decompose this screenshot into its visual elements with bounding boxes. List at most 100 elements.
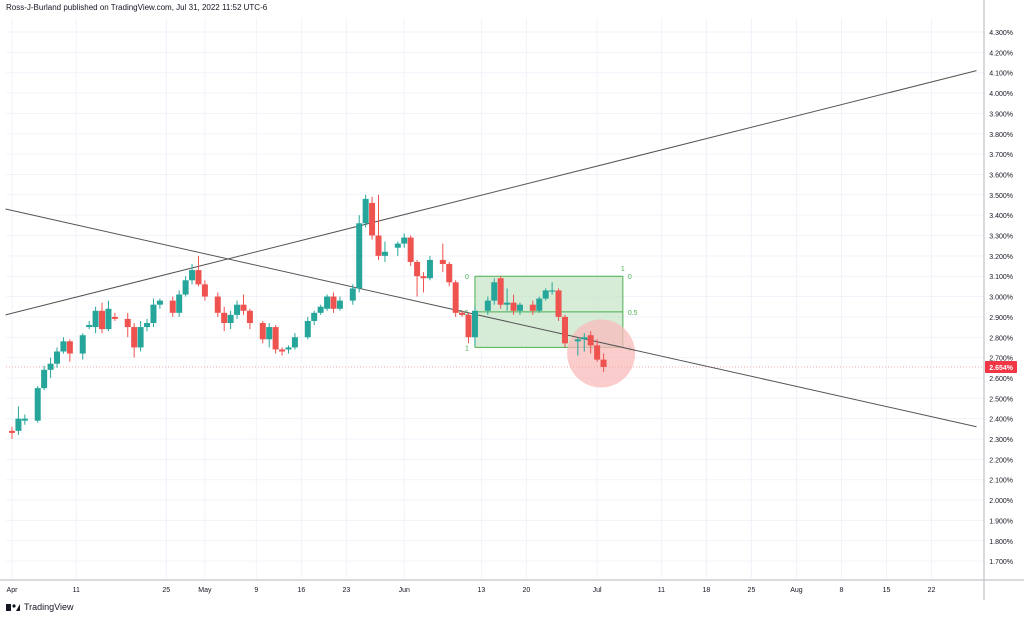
candle-body [510,302,517,311]
y-tick-label: 3.600% [989,172,1013,179]
candle-up [15,406,22,435]
candles [9,194,607,439]
candle-down [99,302,106,334]
candle-body [555,290,562,317]
candle-down [131,323,138,358]
x-tick-label: 8 [840,587,844,594]
candle-body [41,369,48,389]
y-tick-label: 2.800% [989,335,1013,342]
y-tick-label: 1.800% [989,539,1013,546]
candle-down [279,347,286,356]
candle-body [86,325,93,328]
candle-up [362,194,369,228]
x-tick-label: 25 [748,587,756,594]
candle-down [111,312,118,321]
candle-up [504,288,511,311]
x-tick-label: 11 [73,587,80,594]
candle-down [124,312,131,338]
candle-body [336,300,343,309]
candle-body [240,304,247,311]
y-tick-label: 3.800% [989,132,1013,139]
candle-up [401,233,408,248]
candle-body [465,314,472,338]
y-tick-label: 3.400% [989,213,1013,220]
candle-up [176,290,183,317]
candle-body [176,294,183,313]
candle-body [587,335,594,346]
last-price-tag: 2.654% [989,365,1014,372]
x-tick-label: Apr [7,587,19,594]
candle-body [169,300,176,313]
y-tick-label: 2.700% [989,356,1013,363]
y-tick-label: 4.300% [989,30,1013,37]
candle-body [414,261,421,277]
x-tick-label: Jul [593,587,602,594]
x-axis: Apr 11 25 May 9 16 23 Jun 13 20 Jul 11 18 25 Aug 8 15 22 [7,587,936,594]
candle-body [111,316,118,319]
x-tick-label: 11 [658,587,665,594]
candle-up [311,310,318,326]
candle-down [459,310,466,317]
candle-down [414,259,421,297]
candle-body [234,304,241,315]
candle-body [60,341,67,352]
tradingview-logo-text: TradingView [24,602,74,612]
candle-up [189,263,196,285]
fib-label-right-top: 1 [621,266,625,273]
candle-body [594,345,601,360]
candle-body [439,259,446,264]
tradingview-logo[interactable]: TradingView [6,601,74,613]
x-tick-label: 23 [342,587,350,594]
candle-body [375,235,382,256]
y-tick-label: 3.500% [989,193,1013,200]
fib-label-right-mid: 0.5 [628,310,638,317]
candle-body [349,288,356,301]
candle-down [587,331,594,354]
candle-body [600,359,607,367]
candle-body [426,259,433,279]
y-tick-label: 2.200% [989,457,1013,464]
candle-up [484,296,491,315]
candle-body [137,327,144,348]
trendline-lower [5,208,977,428]
y-tick-label: 2.900% [989,315,1013,322]
candle-down [330,292,337,313]
candle-body [317,306,324,313]
candle-body [156,300,163,305]
candle-body [144,323,151,328]
candle-up [182,276,189,297]
fib-label-left-bottom: 1 [465,345,469,352]
candle-up [266,323,273,348]
candle-body [227,314,234,324]
x-tick-label: Jun [399,587,410,594]
candle-body [497,278,504,305]
candle-up [92,306,99,334]
y-tick-label: 3.100% [989,274,1013,281]
candle-body [356,223,363,289]
candle-body [311,312,318,321]
candle-down [9,426,15,439]
candle-body [66,341,73,354]
candle-body [201,284,208,297]
candle-body [105,308,112,330]
candle-body [381,251,388,256]
candle-body [246,310,253,324]
candle-up [336,296,343,311]
candle-down [66,339,73,362]
candle-up [86,320,93,330]
candle-body [491,282,498,301]
y-tick-label: 2.400% [989,417,1013,424]
candle-up [41,365,48,391]
candle-up [227,310,234,330]
x-tick-label: May [198,587,212,594]
candle-body [34,388,41,421]
candle-up [542,288,549,301]
x-tick-label: 20 [523,587,531,594]
candle-up [516,302,523,315]
publish-caption: Ross-J-Burland published on TradingView.… [6,3,268,12]
candle-down [369,196,376,240]
y-tick-label: 2.300% [989,437,1013,444]
candle-body [330,296,337,309]
candle-up [54,347,61,368]
